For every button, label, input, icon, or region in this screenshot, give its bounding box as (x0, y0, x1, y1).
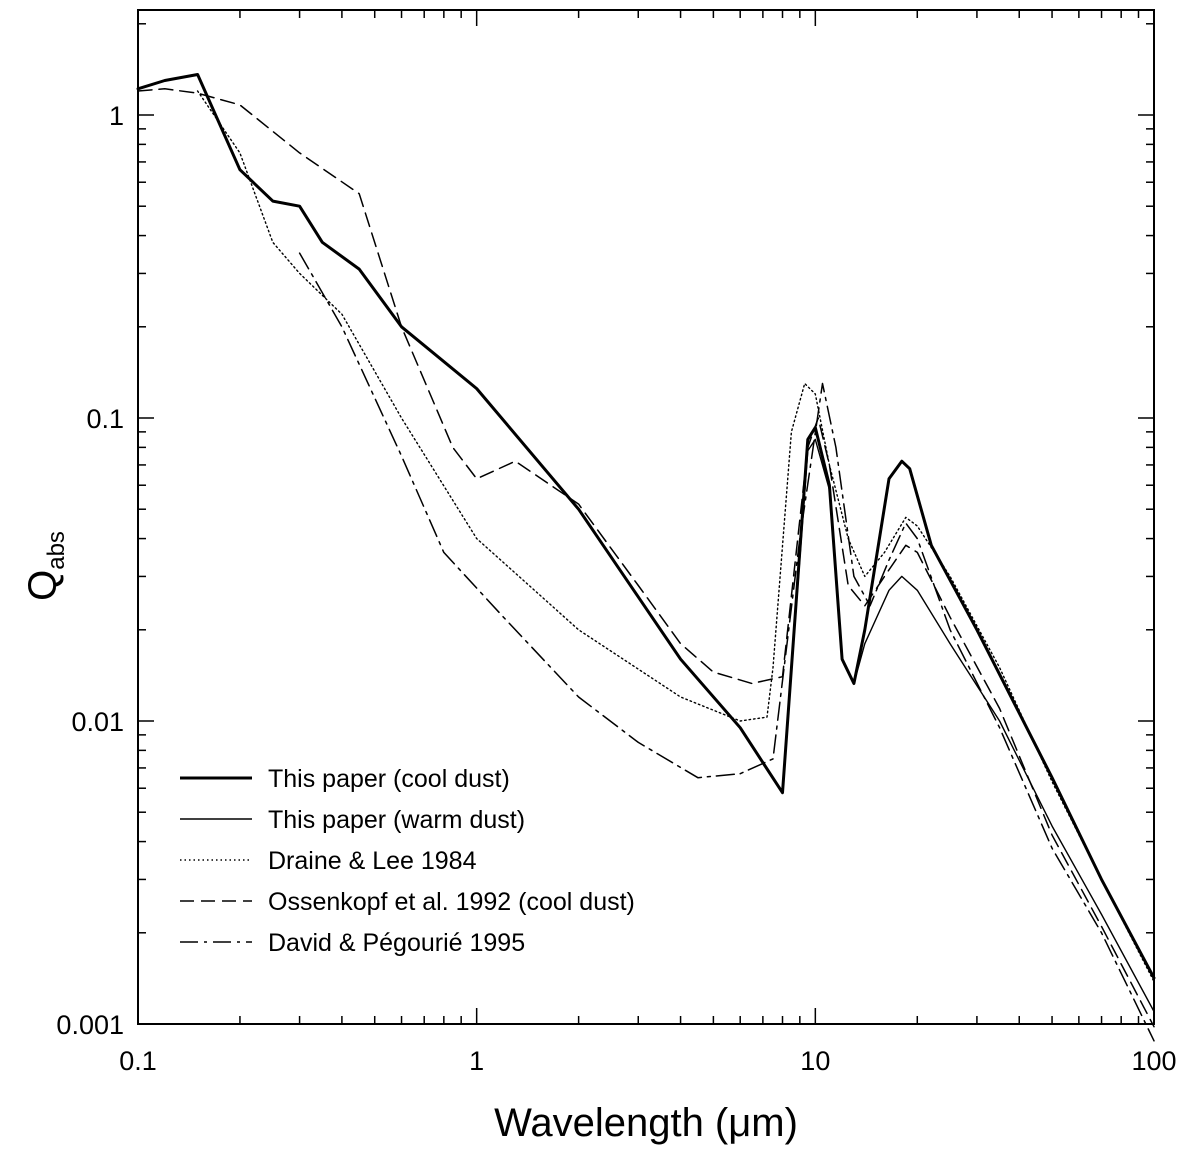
legend-label-this-paper-warm-dust: This paper (warm dust) (268, 806, 525, 834)
x-tick-label: 10 (800, 1046, 830, 1076)
legend-label-draine-lee-1984: Draine & Lee 1984 (268, 847, 477, 875)
y-tick-label: 0.1 (86, 404, 124, 434)
series-line-this-paper-cool-dust (136, 73, 1156, 980)
series-line-this-paper-warm-dust (137, 73, 1155, 1013)
plot-border (137, 9, 1155, 1025)
y-axis-title: Qabs (21, 531, 70, 601)
y-tick-label: 1 (109, 101, 124, 131)
series-line-draine-lee-1984 (196, 90, 1155, 983)
axis-ticks (137, 10, 1155, 1025)
x-tick-label: 1 (469, 1046, 484, 1076)
tick-labels: 0.1 1 10 100 0.001 0.01 0.1 1 (56, 101, 1176, 1076)
y-tick-label: 0.001 (56, 1010, 124, 1040)
y-axis-title-main: Q (21, 570, 65, 601)
series-line-ossenkopf-et-al-1992-cool-dust (137, 88, 1155, 1028)
plot-frame (137, 9, 1155, 1025)
legend-label-ossenkopf-et-al-1992-cool-dust: Ossenkopf et al. 1992 (cool dust) (268, 888, 635, 916)
y-tick-label: 0.01 (71, 707, 124, 737)
y-axis-title-sub: abs (43, 531, 70, 570)
x-tick-label: 100 (1131, 1046, 1176, 1076)
x-axis-title: Wavelength (μm) (494, 1101, 798, 1145)
legend-label-david-p-gouri-1995: David & Pégourié 1995 (268, 929, 525, 957)
series-line-david-p-gouri-1995 (298, 252, 1155, 1042)
x-tick-label: 0.1 (119, 1046, 157, 1076)
legend: This paper (cool dust) This paper (warm d… (180, 765, 635, 957)
legend-label-this-paper-cool-dust: This paper (cool dust) (268, 765, 510, 793)
series-layer (136, 73, 1156, 1042)
